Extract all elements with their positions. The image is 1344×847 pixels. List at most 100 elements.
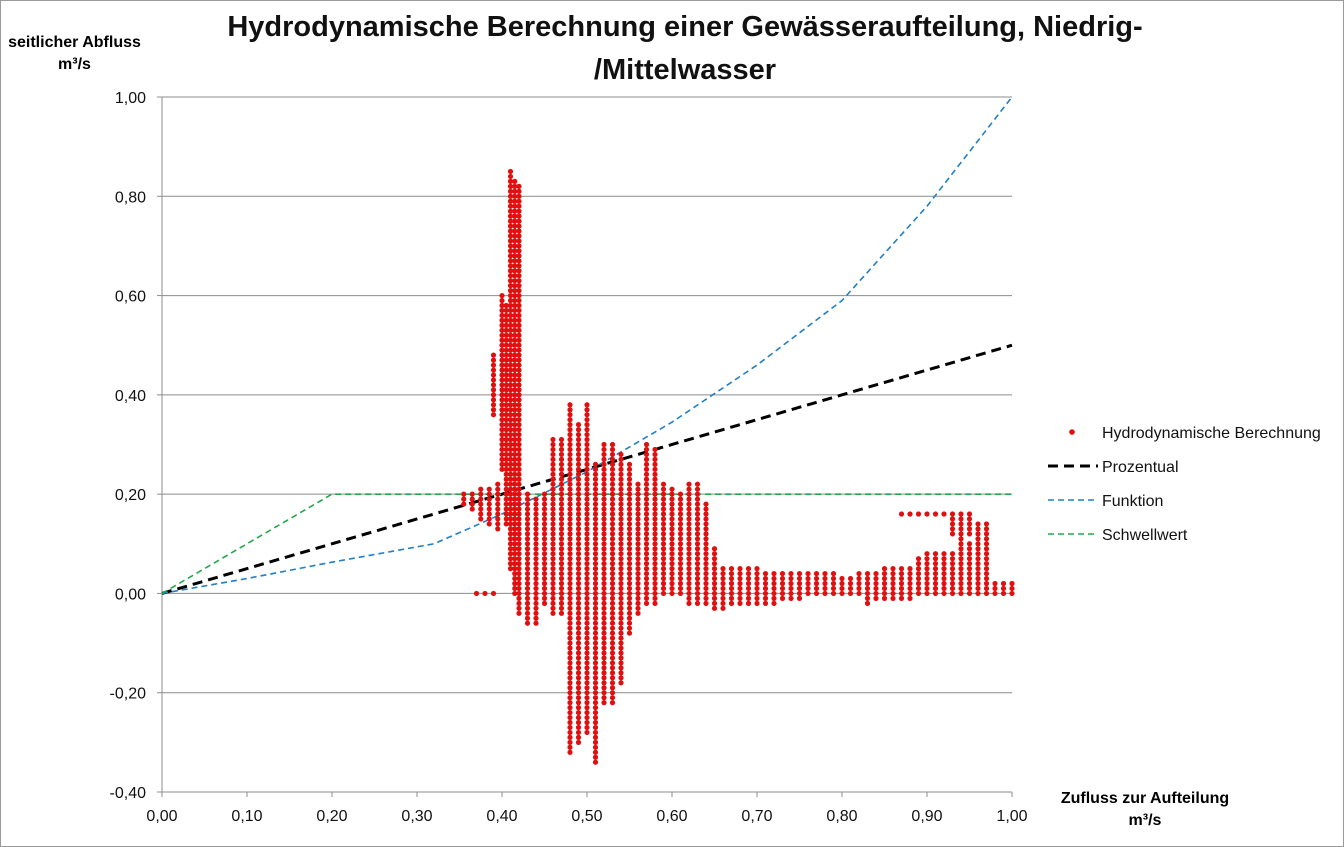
scatter-point xyxy=(592,714,599,721)
scatter-point xyxy=(499,436,505,443)
scatter-point xyxy=(567,680,573,686)
scatter-point xyxy=(975,526,981,532)
scatter-point xyxy=(550,506,556,512)
scatter-point xyxy=(503,431,509,438)
scatter-point xyxy=(499,347,505,353)
scatter-point xyxy=(618,556,624,562)
scatter-point xyxy=(703,580,709,587)
scatter-point xyxy=(575,511,582,517)
scatter-point xyxy=(720,600,726,606)
scatter-point xyxy=(975,566,981,572)
scatter-point xyxy=(512,342,518,348)
scatter-point xyxy=(512,317,518,323)
legend-label: Funktion xyxy=(1102,493,1163,510)
scatter-point xyxy=(677,531,684,537)
scatter-point xyxy=(486,486,492,492)
scatter-point xyxy=(609,650,616,656)
scatter-point xyxy=(762,600,769,606)
scatter-point xyxy=(737,575,743,582)
scatter-point xyxy=(584,635,590,641)
scatter-point xyxy=(626,466,633,472)
scatter-point xyxy=(779,580,786,587)
scatter-point xyxy=(686,541,692,547)
scatter-point xyxy=(512,561,518,567)
scatter-point xyxy=(694,506,701,512)
scatter-point xyxy=(524,501,531,507)
y-tick-label: -0,20 xyxy=(110,686,147,703)
scatter-point xyxy=(503,367,509,373)
scatter-point xyxy=(512,198,518,204)
scatter-point xyxy=(567,417,573,423)
scatter-point xyxy=(592,501,599,507)
scatter-point xyxy=(635,536,641,542)
scatter-point xyxy=(601,660,607,666)
scatter-point xyxy=(873,580,879,587)
scatter-point xyxy=(503,427,509,433)
scatter-point xyxy=(507,347,514,353)
scatter-point xyxy=(503,476,509,482)
scatter-point xyxy=(728,570,735,577)
scatter-point xyxy=(567,600,573,606)
scatter-point xyxy=(609,521,616,527)
scatter-point xyxy=(694,585,701,592)
scatter-point xyxy=(592,685,599,691)
scatter-point xyxy=(541,580,548,587)
x-tick-label: 0,10 xyxy=(231,808,262,825)
scatter-point xyxy=(503,407,509,413)
scatter-point xyxy=(592,625,599,631)
scatter-point xyxy=(499,327,505,333)
scatter-point xyxy=(558,526,565,532)
chart-title-line-1: Hydrodynamische Berechnung einer Gewässe… xyxy=(227,11,1143,43)
scatter-point xyxy=(822,585,828,592)
scatter-point xyxy=(558,595,565,601)
scatter-point xyxy=(958,511,964,517)
scatter-point xyxy=(626,590,633,597)
scatter-point xyxy=(635,511,641,517)
scatter-point xyxy=(503,412,509,418)
scatter-point xyxy=(533,575,539,582)
scatter-point xyxy=(711,580,718,587)
scatter-point xyxy=(805,590,811,597)
scatter-point xyxy=(575,551,582,557)
scatter-point xyxy=(677,590,684,597)
scatter-point xyxy=(495,516,501,522)
scatter-point xyxy=(516,317,522,323)
scatter-point xyxy=(541,566,548,572)
scatter-point xyxy=(503,302,509,309)
scatter-point xyxy=(533,585,539,592)
scatter-point xyxy=(822,575,828,582)
scatter-point xyxy=(881,595,888,601)
scatter-point xyxy=(541,556,548,562)
scatter-point xyxy=(601,675,607,681)
scatter-point xyxy=(618,471,624,477)
scatter-point xyxy=(507,183,514,189)
scatter-point xyxy=(932,580,939,587)
legend-label: Hydrodynamische Berechnung xyxy=(1102,425,1321,442)
scatter-point xyxy=(550,481,556,487)
scatter-point xyxy=(584,417,590,423)
scatter-point xyxy=(567,526,573,532)
scatter-point xyxy=(771,580,777,587)
scatter-point xyxy=(584,531,590,537)
scatter-point xyxy=(966,516,973,522)
scatter-point xyxy=(983,536,990,542)
scatter-point xyxy=(669,580,675,587)
scatter-point xyxy=(643,506,650,512)
scatter-point xyxy=(507,188,514,194)
scatter-point xyxy=(635,585,641,592)
scatter-point xyxy=(533,615,539,621)
scatter-point xyxy=(575,655,582,661)
scatter-point xyxy=(618,635,624,641)
scatter-point xyxy=(503,342,509,348)
scatter-point xyxy=(550,496,556,502)
scatter-point xyxy=(575,734,582,740)
scatter-point xyxy=(524,496,531,502)
scatter-point xyxy=(592,605,599,611)
scatter-point xyxy=(512,516,518,522)
scatter-point xyxy=(856,575,862,582)
scatter-point xyxy=(694,575,701,582)
scatter-point xyxy=(575,451,582,458)
scatter-point xyxy=(507,278,514,284)
scatter-point xyxy=(924,590,930,597)
x-axis-label-line-2: m³/s xyxy=(1128,812,1162,829)
